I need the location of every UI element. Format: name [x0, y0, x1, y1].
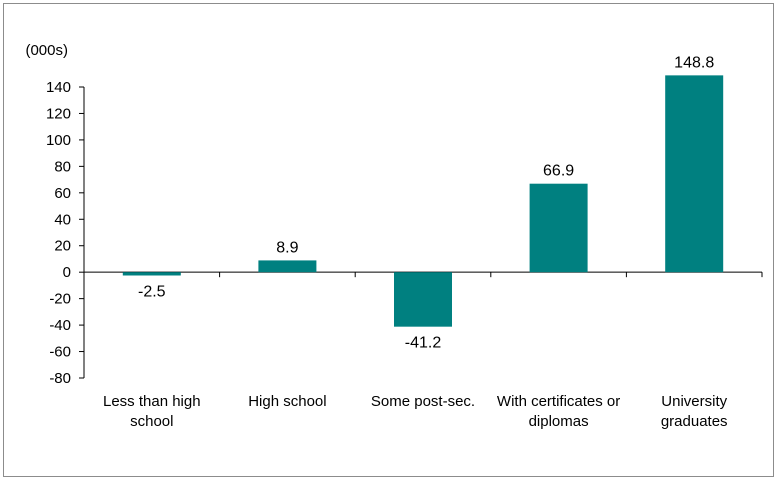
y-tick-label: 140 — [46, 79, 71, 96]
category-label: graduates — [661, 413, 728, 430]
category-label: University — [661, 393, 727, 410]
bar-value-label: 66.9 — [543, 163, 574, 180]
category-labels: Less than high school High school Some post… — [103, 393, 728, 430]
bar — [122, 272, 181, 276]
y-tick-label: 100 — [46, 132, 71, 149]
y-tick-label: -80 — [49, 370, 71, 387]
category-label: diplomas — [529, 413, 589, 430]
y-axis: -80 -60 -40 -20 0 20 40 60 80 100 120 140 — [46, 79, 85, 387]
y-tick-label: 40 — [54, 211, 71, 228]
bar — [258, 260, 317, 273]
bar-value-label: 8.9 — [276, 239, 298, 256]
y-tick-label: 80 — [54, 158, 71, 175]
bar-value-label: -2.5 — [138, 283, 166, 300]
category-label: High school — [248, 393, 326, 410]
bar-series — [122, 75, 724, 327]
y-tick-label: -60 — [49, 344, 71, 361]
category-label: Less than high — [103, 393, 201, 410]
y-tick-label: 20 — [54, 238, 71, 255]
y-tick-label: -20 — [49, 291, 71, 308]
y-axis-unit-label: (000s) — [25, 42, 68, 59]
category-label: With certificates or — [497, 393, 620, 410]
y-tick-label: 0 — [63, 264, 71, 281]
data-labels: -2.5 8.9 -41.2 66.9 148.8 — [138, 54, 714, 351]
category-label: Some post-sec. — [371, 393, 475, 410]
chart-frame — [3, 3, 774, 477]
y-tick-label: -40 — [49, 317, 71, 334]
category-label: school — [130, 413, 173, 430]
y-tick-label: 60 — [54, 185, 71, 202]
y-tick-label: 120 — [46, 105, 71, 122]
bar — [665, 75, 724, 273]
bar — [394, 272, 452, 327]
bar-value-label: 148.8 — [674, 54, 714, 71]
bar-value-label: -41.2 — [405, 335, 442, 352]
bar — [529, 183, 588, 273]
